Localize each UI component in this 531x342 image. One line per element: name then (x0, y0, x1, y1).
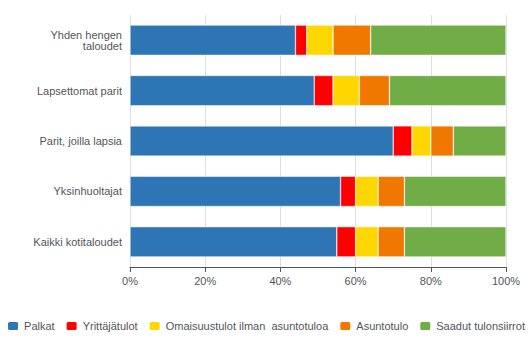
svg-text:Saadut tulonsiirrot: Saadut tulonsiirrot (436, 320, 525, 332)
svg-text:Yrittäjätulot: Yrittäjätulot (83, 320, 138, 332)
svg-text:100%: 100% (492, 275, 520, 287)
svg-text:Lapsettomat parit: Lapsettomat parit (37, 85, 122, 97)
svg-text:Asuntotulo: Asuntotulo (356, 320, 408, 332)
svg-text:80%: 80% (420, 275, 442, 287)
svg-text:0%: 0% (122, 275, 138, 287)
svg-text:Yksinhuoltajat: Yksinhuoltajat (54, 185, 123, 197)
svg-text:Palkat: Palkat (24, 320, 55, 332)
svg-text:taloudet: taloudet (83, 40, 122, 52)
svg-text:Parit, joilla lapsia: Parit, joilla lapsia (39, 135, 122, 147)
svg-text:60%: 60% (345, 275, 367, 287)
svg-text:Omaisuustulot ilman asuntotul: Omaisuustulot ilman asuntotuloa (166, 320, 330, 332)
svg-text:Yhden hengen: Yhden hengen (50, 28, 122, 41)
svg-text:Kaikki kotitaloudet: Kaikki kotitaloudet (33, 236, 122, 248)
svg-text:20%: 20% (194, 275, 216, 287)
svg-text:40%: 40% (269, 275, 291, 287)
